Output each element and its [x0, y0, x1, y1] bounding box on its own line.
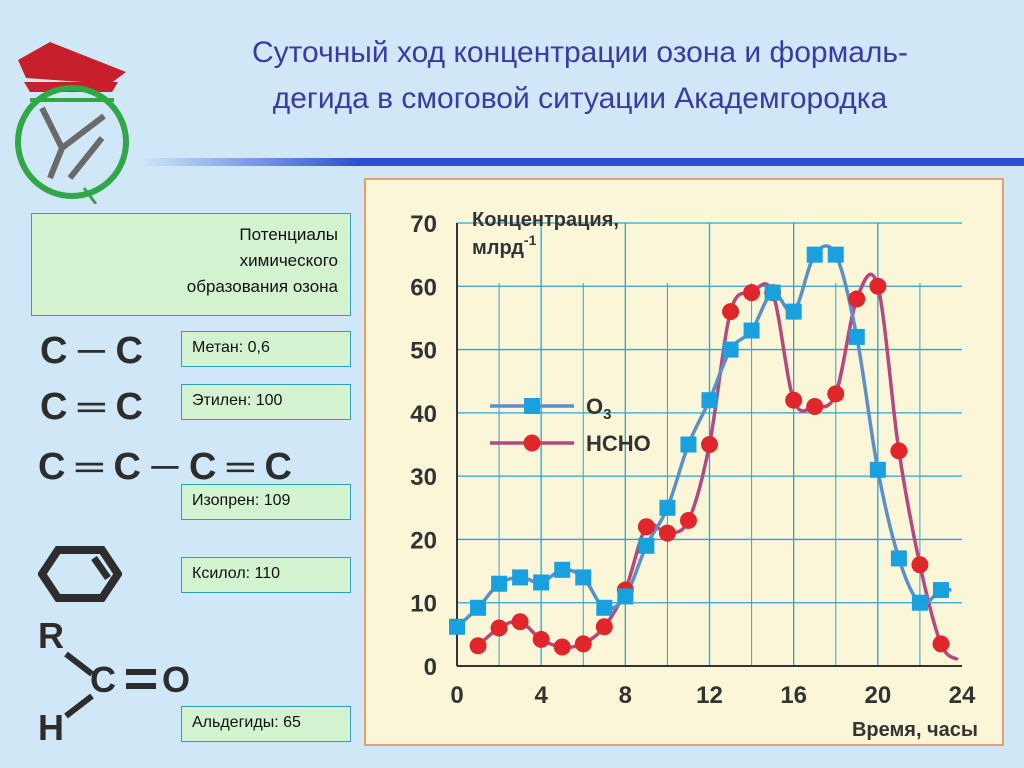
isoprene-formula: C ═ C ─ C ═ C	[38, 446, 292, 488]
xylene-box: Ксилол: 110	[181, 557, 351, 593]
slide-title: Суточный ход концентрации озона и формал…	[150, 30, 1010, 122]
y-axis-label: Концентрация,	[472, 209, 619, 231]
x-tick-label: 4	[534, 682, 548, 709]
xylene-ring-icon	[37, 544, 123, 609]
hcho-point	[911, 556, 929, 574]
y-axis-label-unit: млрд-1	[472, 232, 537, 259]
slide-title-line1: Суточный ход концентрации озона и формал…	[251, 36, 909, 69]
o3-point	[554, 561, 571, 578]
hcho-point	[848, 290, 866, 308]
hcho-point	[574, 635, 592, 653]
hcho-point	[932, 635, 950, 653]
hcho-point	[511, 613, 529, 631]
o3-point	[470, 599, 487, 616]
o3-point	[911, 594, 928, 611]
hcho-point	[490, 619, 508, 637]
hcho-point	[743, 284, 761, 302]
aldehydes-box: Альдегиды: 65	[181, 706, 351, 742]
o3-point	[638, 537, 655, 554]
chart-axes	[456, 223, 962, 667]
x-tick-label: 8	[619, 682, 632, 709]
y-tick-label: 30	[410, 464, 437, 491]
o3-point	[491, 575, 508, 592]
legend-hcho-marker	[523, 434, 541, 452]
aldehyde-o-label: O	[162, 659, 190, 700]
hcho-point	[785, 391, 803, 409]
o3-point	[659, 499, 676, 516]
o3-point	[806, 246, 823, 263]
legend-o3-label: O3	[586, 394, 611, 423]
potentials-heading-line1: Потенциалы	[239, 225, 338, 244]
o3-point	[512, 569, 529, 586]
legend-hcho-label: HCHO	[586, 431, 651, 456]
x-tick-label: 20	[864, 682, 891, 709]
y-tick-label: 70	[410, 211, 437, 238]
chart-legend: O3 HCHO	[490, 394, 651, 456]
title-divider	[140, 158, 1024, 166]
aldehyde-r-label: R	[38, 616, 64, 656]
potentials-heading-line3: образования озона	[186, 277, 338, 296]
hcho-point	[827, 385, 845, 403]
chart-series	[449, 244, 959, 662]
x-tick-label: 16	[780, 682, 807, 709]
x-tick-label: 12	[696, 682, 723, 709]
o3-point	[575, 569, 592, 586]
o3-point	[827, 246, 844, 263]
aldehyde-h-label: H	[38, 707, 64, 746]
o3-point	[848, 328, 865, 345]
legend-o3-label-sub: 3	[603, 406, 611, 423]
potentials-heading-line2: химического	[239, 251, 338, 270]
methane-box: Метан: 0,6	[181, 331, 351, 367]
o3-point	[722, 341, 739, 358]
hcho-point	[553, 638, 571, 656]
hcho-point	[658, 524, 676, 542]
y-tick-label: 60	[410, 274, 437, 301]
methane-formula: C ─ C	[40, 330, 143, 372]
hcho-point	[532, 630, 550, 648]
hcho-point	[595, 618, 613, 636]
y-tick-label: 10	[410, 591, 437, 618]
hcho-point	[806, 398, 824, 416]
slide-title-line2: дегида в смоговой ситуации Академгородка	[272, 82, 888, 115]
hcho-point	[869, 277, 887, 295]
o3-point	[596, 599, 613, 616]
hcho-point	[679, 511, 697, 529]
hcho-point	[469, 637, 487, 655]
aldehyde-structure: R H C O	[30, 615, 200, 748]
hcho-point	[701, 436, 718, 453]
o3-point	[680, 436, 697, 453]
isoprene-box: Изопрен: 109	[181, 484, 351, 520]
o3-point	[617, 588, 634, 605]
hcho-point	[890, 442, 908, 460]
potentials-box: Потенциалы химического образования озона	[31, 213, 351, 316]
y-tick-label: 40	[410, 401, 437, 428]
chart-ticks: 0 10 20 30 40 50 60 70 0 4 8 12 16 20 24	[410, 211, 976, 709]
x-axis-label: Время, часы	[852, 719, 978, 741]
o3-point	[533, 574, 550, 591]
o3-point	[869, 461, 886, 478]
o3-point	[785, 303, 802, 320]
aldehyde-c-label: C	[90, 659, 116, 700]
concentration-chart: 0 10 20 30 40 50 60 70 0 4 8 12 16 20 24 O3 HCHO Концен…	[410, 209, 978, 741]
o3-point	[449, 618, 465, 635]
y-tick-label: 50	[410, 338, 437, 365]
o3-point	[890, 550, 907, 567]
ethylene-box: Этилен: 100	[181, 384, 351, 420]
ethylene-formula: C ═ C	[40, 386, 143, 428]
hcho-point	[637, 518, 655, 536]
x-tick-label: 0	[450, 682, 463, 709]
o3-point	[764, 284, 781, 301]
y-tick-label: 0	[424, 654, 437, 681]
institute-logo	[10, 38, 134, 205]
hcho-point	[722, 303, 740, 321]
y-tick-label: 20	[410, 527, 437, 554]
o3-point	[743, 322, 760, 339]
o3-point	[932, 582, 949, 599]
legend-o3-marker	[524, 398, 540, 414]
o3-point	[701, 392, 718, 409]
y-axis-label-sup: -1	[524, 232, 537, 248]
x-tick-label: 24	[949, 682, 976, 709]
